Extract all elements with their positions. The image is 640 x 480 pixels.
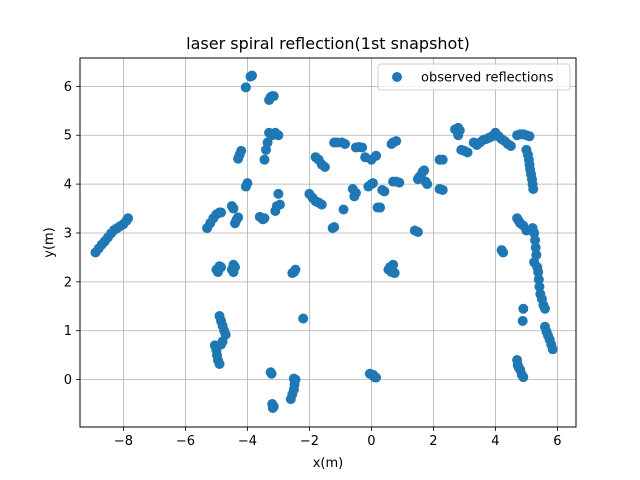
data-point xyxy=(528,183,539,194)
data-point xyxy=(391,136,402,147)
data-point xyxy=(259,213,270,224)
grid xyxy=(80,58,576,427)
data-point xyxy=(388,259,399,270)
data-point xyxy=(518,372,529,383)
data-point xyxy=(220,329,231,340)
data-point xyxy=(247,70,258,81)
data-point xyxy=(530,242,541,253)
axis-ticks: −8 −6 −4 −2 0 2 4 6 0 1 2 3 4 5 6 xyxy=(64,80,562,449)
y-tick-label: 0 xyxy=(64,373,72,388)
data-point xyxy=(534,281,545,292)
data-point xyxy=(262,137,273,148)
data-point xyxy=(533,267,544,278)
data-point xyxy=(422,179,433,190)
data-point xyxy=(453,130,464,141)
data-point xyxy=(290,264,301,275)
x-tick-label: −8 xyxy=(114,434,133,449)
data-point xyxy=(319,161,330,172)
chart-title: laser spiral reflection(1st snapshot) xyxy=(186,34,470,53)
data-point xyxy=(268,401,279,412)
data-point xyxy=(533,274,544,285)
data-point xyxy=(266,368,277,379)
data-point xyxy=(412,226,423,237)
data-point xyxy=(379,186,390,197)
data-point xyxy=(259,154,270,165)
data-point xyxy=(540,303,550,314)
y-tick-label: 5 xyxy=(64,129,72,144)
legend-label: observed reflections xyxy=(421,71,554,86)
data-point xyxy=(274,199,285,210)
y-tick-label: 1 xyxy=(64,324,72,339)
data-point xyxy=(329,222,340,233)
data-point xyxy=(505,140,516,151)
data-point xyxy=(462,147,473,158)
y-axis-label: y(m) xyxy=(42,227,57,258)
x-tick-label: −2 xyxy=(300,434,319,449)
data-point xyxy=(367,178,378,189)
data-point xyxy=(230,262,240,273)
data-point xyxy=(357,142,368,153)
data-point xyxy=(375,202,386,213)
data-point xyxy=(340,139,351,150)
data-point xyxy=(268,91,279,102)
data-point xyxy=(240,82,251,93)
y-tick-label: 4 xyxy=(64,178,72,193)
legend: observed reflections xyxy=(377,63,571,91)
data-point xyxy=(236,145,247,156)
legend-box xyxy=(377,63,571,91)
data-point xyxy=(216,207,227,218)
plot-frame xyxy=(79,57,577,428)
x-tick-label: 4 xyxy=(491,434,499,449)
y-tick-label: 2 xyxy=(64,275,72,290)
data-point xyxy=(316,199,327,210)
data-point xyxy=(419,165,430,176)
data-point xyxy=(371,372,382,383)
data-point xyxy=(242,178,253,189)
y-tick-label: 3 xyxy=(64,226,72,241)
data-point xyxy=(228,203,239,214)
x-tick-label: 6 xyxy=(553,434,561,449)
data-point xyxy=(233,212,244,223)
data-point xyxy=(530,235,541,246)
data-point xyxy=(273,130,284,141)
data-point xyxy=(389,268,400,279)
y-tick-label: 6 xyxy=(64,80,72,95)
data-point xyxy=(547,344,558,355)
data-point xyxy=(214,358,225,369)
data-point xyxy=(288,373,299,384)
data-point xyxy=(338,204,349,215)
data-point xyxy=(498,247,509,258)
data-point xyxy=(273,188,284,199)
data-point xyxy=(350,187,361,198)
x-tick-label: 2 xyxy=(429,434,437,449)
data-point xyxy=(524,131,535,142)
x-tick-label: −4 xyxy=(238,434,257,449)
data-point xyxy=(437,184,448,195)
x-tick-label: 0 xyxy=(367,434,375,449)
data-point xyxy=(123,213,134,224)
x-tick-label: −6 xyxy=(176,434,195,449)
data-point xyxy=(298,313,309,324)
legend-marker xyxy=(392,72,402,82)
data-point xyxy=(394,177,405,188)
data-point xyxy=(216,262,227,273)
data-point xyxy=(529,227,540,238)
data-points xyxy=(90,70,558,413)
data-point xyxy=(437,154,448,165)
data-point xyxy=(371,150,382,161)
x-axis-label: x(m) xyxy=(313,456,344,471)
data-point xyxy=(518,303,529,314)
data-point xyxy=(517,315,528,326)
